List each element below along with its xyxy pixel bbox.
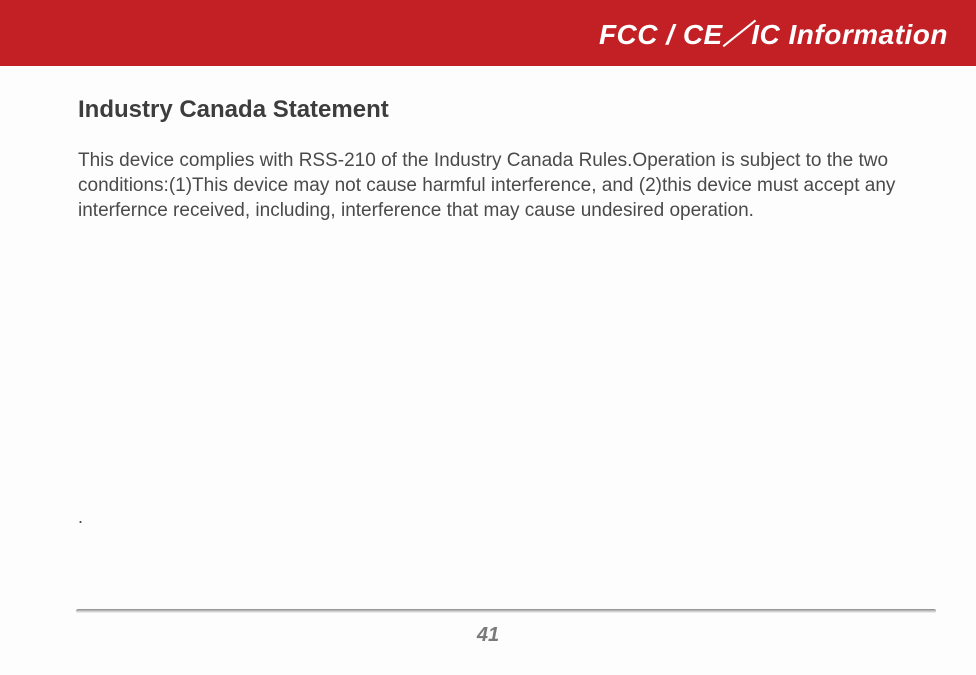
page-number: 41 (0, 624, 976, 647)
content-area: Industry Canada Statement This device co… (0, 66, 976, 223)
stray-dot: . (78, 507, 83, 528)
section-heading: Industry Canada Statement (78, 96, 904, 124)
document-page: FCC / CE／IC Information Industry Canada … (0, 0, 976, 675)
header-bar: FCC / CE／IC Information (0, 0, 976, 66)
footer-rule (76, 609, 936, 613)
section-body: This device complies with RSS-210 of the… (78, 148, 904, 223)
header-title: FCC / CE／IC Information (599, 13, 948, 53)
